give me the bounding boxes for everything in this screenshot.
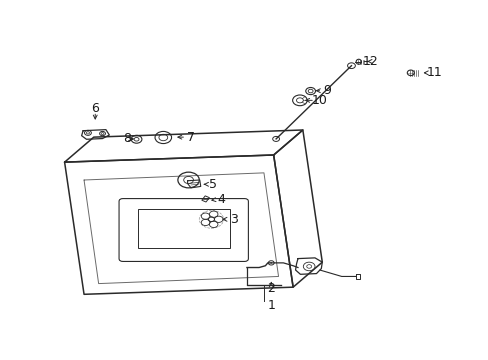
Text: 10: 10 — [311, 94, 327, 107]
Bar — [137, 208, 229, 248]
Text: 3: 3 — [229, 213, 237, 226]
Bar — [202, 196, 209, 202]
Text: 5: 5 — [208, 178, 217, 191]
Text: 7: 7 — [186, 131, 195, 144]
Text: 8: 8 — [122, 132, 131, 145]
Text: 4: 4 — [217, 193, 224, 206]
Text: 2: 2 — [267, 282, 275, 295]
Text: 9: 9 — [323, 84, 330, 97]
Text: 1: 1 — [267, 299, 275, 312]
Text: 12: 12 — [362, 55, 378, 68]
Text: 11: 11 — [426, 66, 441, 79]
Text: 6: 6 — [91, 102, 99, 115]
